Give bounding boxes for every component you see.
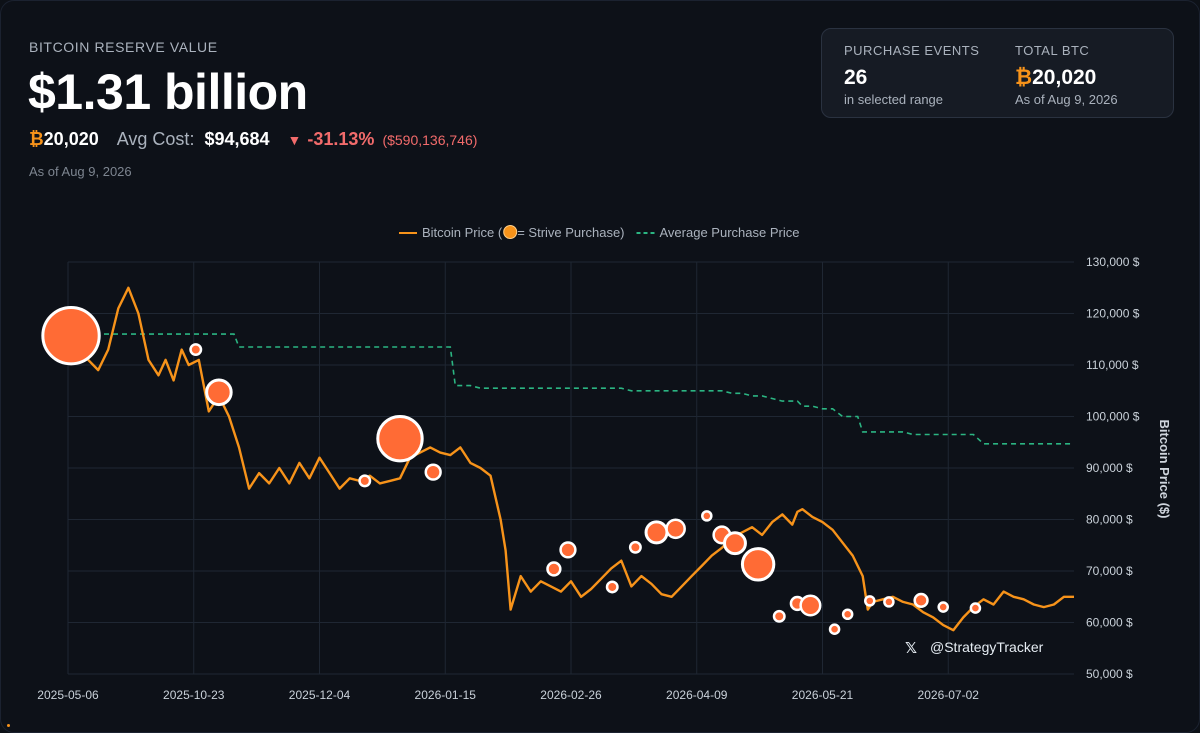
purchase-markers — [41, 305, 982, 635]
legend-price-label: Bitcoin Price ( — [422, 225, 503, 240]
reserve-value: $1.31 billion — [28, 64, 308, 120]
bitcoin-price-line — [67, 286, 1074, 632]
purchase-marker — [41, 305, 101, 366]
purchase-marker — [723, 531, 747, 556]
reserve-label: BITCOIN RESERVE VALUE — [29, 39, 218, 55]
change-amount: ($590,136,746) — [382, 132, 478, 148]
grid-lines — [67, 261, 1074, 675]
chart-container: Bitcoin Price ( = Strive Purchase) Avera… — [1, 211, 1199, 732]
avg-cost-label: Avg Cost: — [116, 129, 195, 149]
x-tick-label: 2025-12-04 — [289, 688, 351, 702]
down-arrow-icon: ▼ — [287, 132, 302, 148]
purchase-marker — [358, 474, 372, 488]
purchase-marker — [546, 561, 562, 577]
purchase-marker — [913, 592, 929, 609]
avg-purchase-price-line — [68, 333, 1074, 445]
purchase-events-value: 26 — [844, 66, 868, 89]
corner-indicator — [7, 724, 10, 727]
total-btc-block: TOTAL BTC ₿20,020 As of Aug 9, 2026 — [1015, 43, 1118, 107]
x-tick-label: 2026-01-15 — [415, 688, 477, 702]
purchase-events-sub: in selected range — [844, 92, 944, 107]
y-tick-label: 100,000 $ — [1086, 410, 1140, 424]
purchase-marker — [772, 609, 786, 623]
purchase-marker — [376, 414, 424, 463]
y-tick-label: 70,000 $ — [1086, 564, 1133, 578]
purchase-marker — [799, 594, 822, 617]
legend-purchase-marker-icon — [503, 225, 518, 239]
as-of-date: As of Aug 9, 2026 — [29, 164, 132, 179]
y-tick-label: 90,000 $ — [1086, 461, 1133, 475]
purchase-marker — [828, 623, 841, 635]
total-btc-value-row: ₿20,020 — [1015, 66, 1118, 90]
purchase-marker — [205, 378, 233, 407]
purchase-marker — [628, 540, 642, 554]
x-axis: 2025-05-06 2025-10-23 2025-12-04 2026-01-15… — [37, 688, 979, 702]
purchase-events-label: PURCHASE EVENTS — [844, 43, 980, 58]
x-tick-label: 2025-05-06 — [37, 688, 99, 702]
purchase-events-block: PURCHASE EVENTS 26 in selected range — [844, 43, 979, 107]
x-tick-label: 2026-05-21 — [792, 688, 854, 702]
purchase-marker — [883, 596, 895, 608]
purchase-marker — [644, 520, 669, 545]
y-tick-label: 120,000 $ — [1086, 307, 1140, 321]
x-tick-label: 2026-02-26 — [540, 688, 602, 702]
bitcoin-icon: ₿ — [29, 129, 44, 149]
series-lines — [67, 286, 1074, 632]
avg-cost-value: $94,684 — [204, 129, 270, 149]
x-tick-label: 2026-04-09 — [666, 688, 728, 702]
purchase-marker — [424, 463, 442, 481]
total-btc-value: 20,020 — [1032, 66, 1097, 89]
legend-purchase-label: = Strive Purchase) — [517, 225, 624, 240]
legend-avg-label: Average Purchase Price — [660, 225, 800, 240]
y-tick-label: 130,000 $ — [1086, 255, 1140, 269]
x-tick-label: 2026-07-02 — [918, 688, 980, 702]
bitcoin-icon: ₿ — [1015, 66, 1033, 89]
y-tick-label: 110,000 $ — [1086, 358, 1139, 372]
y-axis-label: Bitcoin Price ($) — [1157, 420, 1172, 519]
change-percent: -31.13% — [307, 129, 375, 149]
y-tick-label: 50,000 $ — [1086, 667, 1133, 681]
purchase-marker — [841, 608, 854, 621]
x-logo-icon: 𝕏 — [905, 639, 917, 657]
price-chart: Bitcoin Price ( = Strive Purchase) Avera… — [37, 225, 1172, 702]
purchase-marker — [937, 601, 950, 613]
total-btc-sub: As of Aug 9, 2026 — [1015, 92, 1118, 107]
purchase-marker — [189, 343, 203, 357]
purchase-marker — [559, 541, 577, 559]
purchase-marker — [969, 602, 982, 614]
y-axis: 130,000 $ 120,000 $ 110,000 $ 100,000 $ 90,0… — [1086, 255, 1140, 681]
chart-legend[interactable]: Bitcoin Price ( = Strive Purchase) Avera… — [399, 225, 799, 240]
btc-amount: 20,020 — [43, 129, 99, 149]
purchase-marker — [605, 580, 619, 594]
purchase-marker — [864, 595, 876, 607]
purchase-marker — [701, 510, 713, 522]
watermark-handle: @StrategyTracker — [930, 639, 1044, 655]
y-tick-label: 80,000 $ — [1086, 513, 1133, 527]
watermark: 𝕏 @StrategyTracker — [905, 639, 1044, 657]
purchase-marker — [740, 547, 776, 582]
stats-row: ₿ 20,020 Avg Cost: $94,684 ▼ -31.13% ($5… — [29, 129, 477, 150]
summary-card: PURCHASE EVENTS 26 in selected range TOT… — [821, 28, 1174, 118]
x-tick-label: 2025-10-23 — [163, 688, 225, 702]
total-btc-label: TOTAL BTC — [1015, 43, 1090, 58]
y-tick-label: 60,000 $ — [1086, 616, 1133, 630]
purchase-marker — [665, 518, 686, 540]
